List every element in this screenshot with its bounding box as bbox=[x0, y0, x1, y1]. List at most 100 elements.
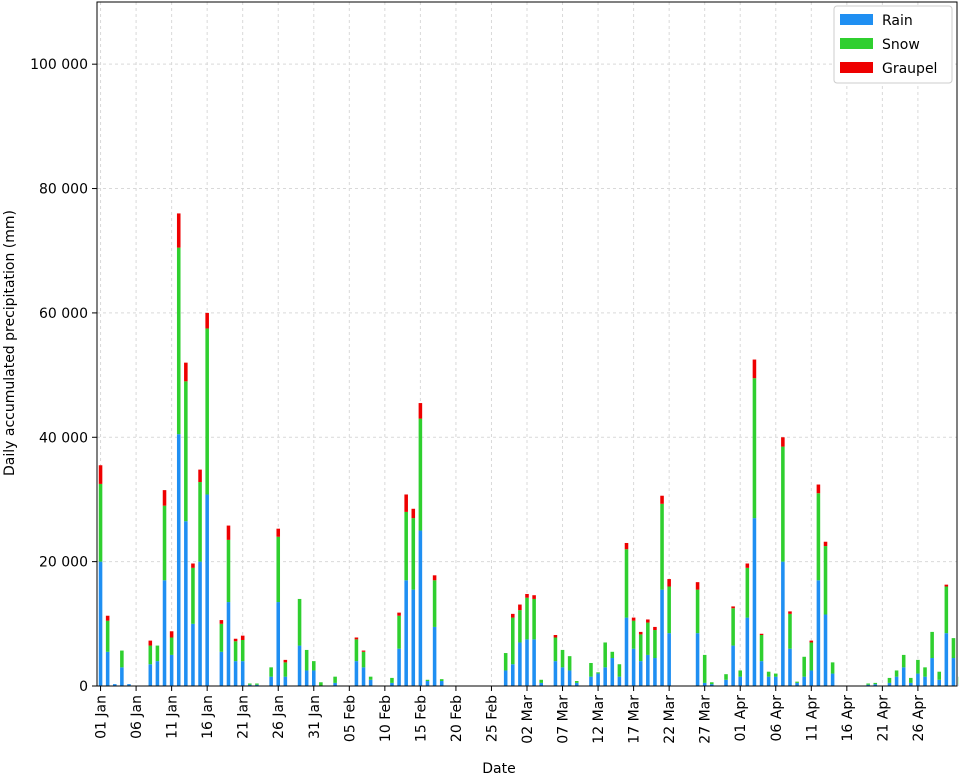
bar-rain bbox=[567, 670, 572, 686]
bar-snow bbox=[781, 446, 785, 562]
bar-snow bbox=[631, 620, 636, 649]
bar-rain bbox=[198, 561, 202, 686]
bar-graupel bbox=[205, 312, 209, 329]
bar-rain bbox=[418, 530, 423, 686]
bar-snow bbox=[304, 649, 309, 671]
bar-snow bbox=[830, 662, 835, 674]
bar-graupel bbox=[731, 606, 735, 609]
bar-graupel bbox=[283, 659, 288, 663]
y-tick-label: 0 bbox=[79, 679, 88, 695]
legend-swatch-rain bbox=[840, 14, 873, 25]
bar-rain bbox=[333, 682, 337, 686]
bar-graupel bbox=[823, 541, 828, 547]
x-tick-label: 25 Feb bbox=[484, 695, 500, 742]
legend-swatch-graupel bbox=[840, 62, 873, 73]
bar-graupel bbox=[226, 525, 231, 540]
bar-rain bbox=[809, 670, 814, 686]
bar-rain bbox=[710, 684, 714, 686]
bars bbox=[98, 213, 959, 686]
bar-rain bbox=[866, 684, 870, 686]
bar-snow bbox=[731, 608, 735, 646]
bar-graupel bbox=[354, 637, 359, 640]
x-tick-label: 21 Apr bbox=[875, 695, 891, 742]
x-tick-label: 26 Jan bbox=[271, 695, 287, 739]
bar-snow bbox=[887, 677, 892, 683]
bar-snow bbox=[916, 659, 920, 674]
bar-snow bbox=[176, 247, 181, 435]
axes: 0 20 000 40 000 60 000 80 000 100 000 01 Jan 06… bbox=[30, 1, 958, 744]
bar-graupel bbox=[98, 465, 103, 484]
bar-rain bbox=[276, 602, 281, 686]
bar-snow bbox=[205, 328, 209, 495]
bar-graupel bbox=[105, 615, 110, 621]
bar-rain bbox=[148, 664, 153, 686]
bar-rain bbox=[781, 561, 785, 686]
bar-graupel bbox=[511, 613, 515, 618]
bar-rain bbox=[909, 682, 913, 686]
bar-rain bbox=[553, 661, 558, 686]
bar-graupel bbox=[418, 403, 423, 419]
y-tick-label: 60 000 bbox=[39, 306, 88, 322]
bar-snow bbox=[795, 681, 799, 683]
bar-snow bbox=[354, 639, 359, 662]
bar-snow bbox=[361, 651, 366, 668]
bar-snow bbox=[553, 637, 558, 662]
bar-graupel bbox=[788, 611, 792, 614]
x-tick-label: 15 Feb bbox=[413, 695, 429, 742]
bar-rain bbox=[205, 494, 209, 686]
bar-snow bbox=[98, 483, 103, 562]
x-tick-label: 22 Mar bbox=[662, 695, 678, 744]
legend-swatch-snow bbox=[840, 38, 873, 49]
bar-snow bbox=[319, 682, 323, 686]
bar-snow bbox=[951, 638, 956, 659]
bar-snow bbox=[155, 645, 160, 662]
bar-rain bbox=[233, 661, 238, 686]
bar-rain bbox=[184, 521, 188, 686]
bar-rain bbox=[120, 667, 124, 686]
bar-rain bbox=[916, 673, 920, 686]
bar-rain bbox=[425, 681, 430, 686]
bar-rain bbox=[404, 580, 408, 686]
bar-snow bbox=[638, 634, 643, 662]
x-tick-label: 05 Feb bbox=[342, 695, 358, 742]
bar-snow bbox=[909, 677, 913, 683]
bar-snow bbox=[809, 642, 814, 671]
bar-snow bbox=[589, 662, 593, 677]
bar-snow bbox=[930, 631, 934, 659]
bar-snow bbox=[276, 536, 281, 603]
bar-graupel bbox=[532, 595, 536, 599]
bar-rain bbox=[532, 639, 536, 686]
bar-snow bbox=[233, 641, 238, 662]
bar-rain bbox=[525, 639, 529, 686]
bar-snow bbox=[169, 637, 174, 655]
bar-graupel bbox=[944, 584, 949, 587]
bar-rain bbox=[724, 679, 728, 686]
bar-rain bbox=[176, 434, 181, 686]
bar-rain bbox=[255, 684, 259, 686]
bar-rain bbox=[240, 661, 245, 686]
bar-snow bbox=[162, 505, 167, 581]
bar-rain bbox=[589, 676, 593, 686]
x-axis-title: Date bbox=[482, 761, 515, 776]
bar-snow bbox=[788, 613, 792, 649]
bar-snow bbox=[255, 683, 259, 685]
x-tick-label: 31 Jan bbox=[307, 695, 323, 739]
bar-graupel bbox=[809, 640, 814, 643]
bar-graupel bbox=[397, 612, 401, 616]
bar-graupel bbox=[638, 631, 643, 635]
bar-snow bbox=[567, 656, 572, 671]
bar-rain bbox=[923, 676, 927, 686]
bar-rain bbox=[873, 684, 878, 686]
bar-snow bbox=[724, 674, 728, 680]
x-tick-label: 06 Apr bbox=[769, 695, 785, 742]
bar-graupel bbox=[553, 635, 558, 638]
bar-rain bbox=[312, 670, 316, 686]
bar-rain bbox=[631, 648, 636, 686]
x-tick-label: 01 Jan bbox=[94, 695, 110, 739]
x-tick-label: 11 Jan bbox=[165, 695, 181, 739]
bar-rain bbox=[766, 676, 771, 686]
bar-rain bbox=[816, 580, 821, 686]
bar-snow bbox=[937, 671, 942, 680]
bar-snow bbox=[283, 662, 288, 677]
bar-rain bbox=[894, 676, 899, 686]
